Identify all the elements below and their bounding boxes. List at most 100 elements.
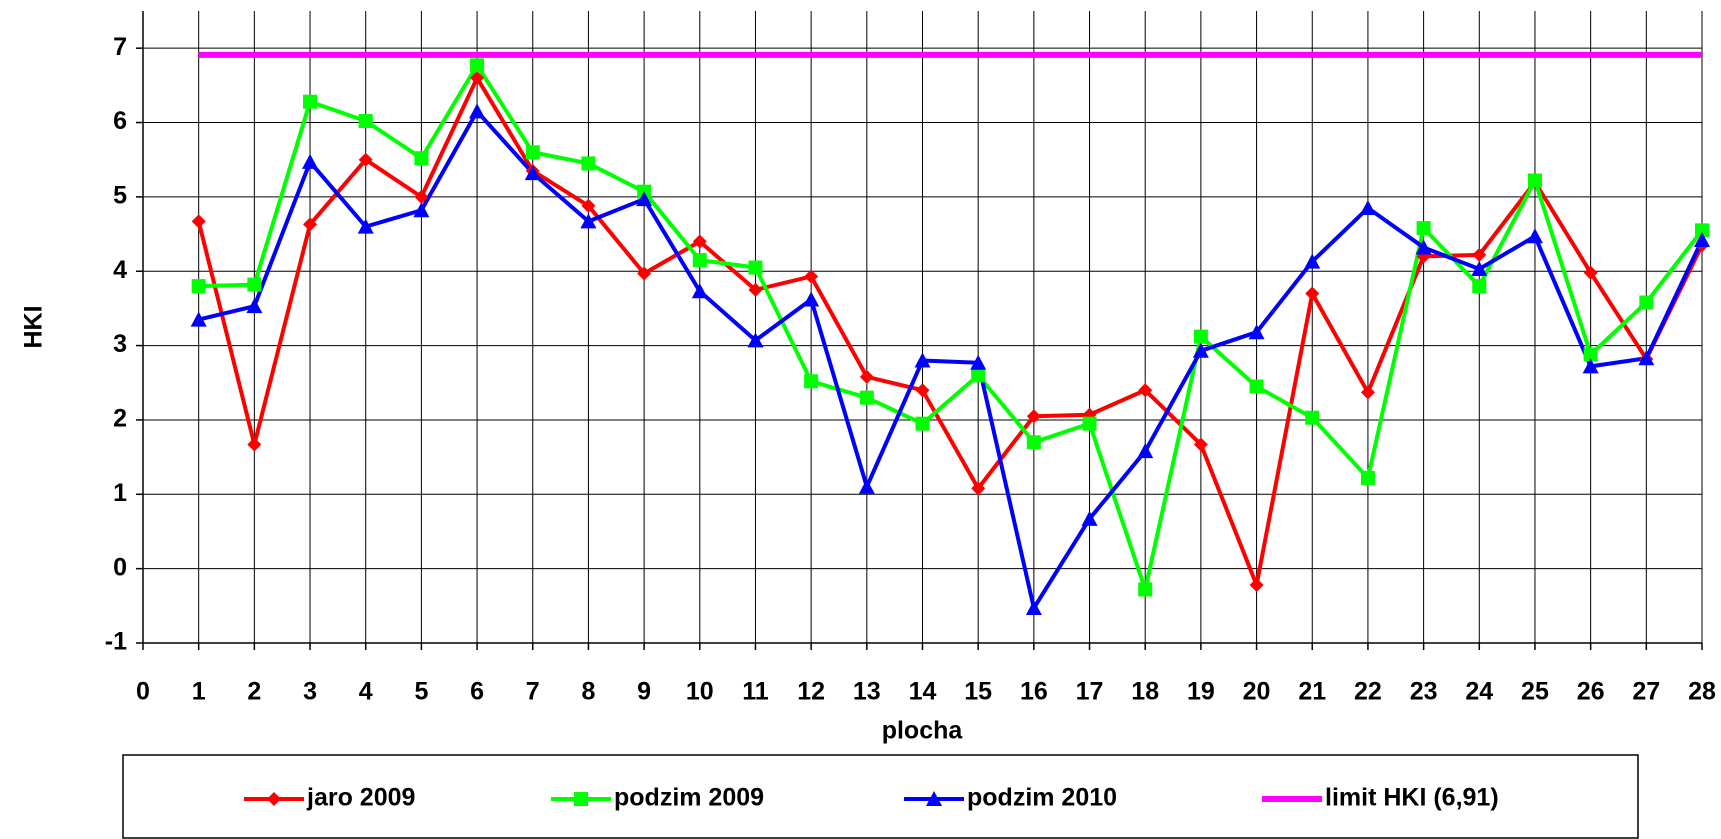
marker: [358, 114, 373, 129]
marker: [1305, 286, 1320, 301]
x-tick-label: 0: [136, 678, 150, 706]
marker: [525, 145, 540, 160]
y-tick-label: 3: [113, 330, 127, 358]
x-tick-label: 19: [1187, 678, 1215, 706]
marker: [1416, 221, 1431, 236]
marker: [1583, 347, 1598, 362]
x-tick-label: 27: [1632, 678, 1660, 706]
marker: [581, 198, 596, 213]
x-tick-label: 21: [1298, 678, 1326, 706]
y-tick-label: 2: [113, 405, 127, 433]
marker: [303, 94, 318, 109]
marker: [580, 213, 597, 229]
legend-label: jaro 2009: [306, 784, 415, 812]
x-tick-label: 4: [359, 678, 373, 706]
x-tick-label: 17: [1076, 678, 1104, 706]
marker: [247, 277, 262, 292]
x-tick-label: 24: [1465, 678, 1493, 706]
marker: [1193, 329, 1208, 344]
marker: [1249, 578, 1264, 593]
marker: [1639, 295, 1654, 310]
x-tick-label: 28: [1688, 678, 1716, 706]
x-tick-label: 25: [1521, 678, 1549, 706]
x-tick-label: 6: [470, 678, 484, 706]
marker: [971, 481, 986, 496]
x-tick-label: 23: [1410, 678, 1438, 706]
marker: [691, 283, 708, 299]
legend-label: podzim 2009: [614, 784, 764, 812]
marker: [859, 369, 874, 384]
marker: [414, 189, 429, 204]
marker: [1192, 342, 1209, 358]
y-tick-label: -1: [105, 628, 127, 656]
marker: [1694, 232, 1710, 248]
x-tick-label: 16: [1020, 678, 1048, 706]
marker: [470, 70, 485, 85]
x-axis-label: plocha: [882, 717, 964, 745]
x-tick-label: 9: [637, 678, 651, 706]
marker: [1582, 358, 1599, 374]
y-tick-label: 4: [113, 256, 127, 284]
x-tick-label: 10: [686, 678, 714, 706]
marker: [414, 151, 429, 166]
marker: [524, 165, 541, 181]
legend-label: podzim 2010: [967, 784, 1117, 812]
marker: [190, 311, 207, 327]
marker: [636, 191, 653, 207]
marker: [1304, 253, 1321, 269]
marker: [748, 260, 763, 275]
marker: [470, 58, 485, 73]
marker: [247, 437, 262, 452]
marker: [1137, 443, 1154, 459]
marker: [1025, 600, 1042, 616]
marker: [1360, 470, 1375, 485]
y-tick-label: 1: [113, 479, 127, 507]
x-tick-label: 20: [1243, 678, 1271, 706]
x-tick-label: 3: [303, 678, 317, 706]
y-tick-label: 6: [113, 107, 127, 135]
x-tick-label: 15: [964, 678, 992, 706]
marker: [357, 218, 374, 234]
marker: [1583, 265, 1598, 280]
marker: [859, 390, 874, 405]
x-tick-label: 5: [414, 678, 428, 706]
marker: [303, 217, 318, 232]
marker: [858, 478, 875, 494]
series-line: [198, 109, 1704, 611]
marker: [1138, 383, 1153, 398]
legend-marker: [267, 792, 281, 806]
x-tick-label: 7: [526, 678, 540, 706]
marker: [581, 156, 596, 171]
marker: [692, 253, 707, 268]
x-tick-label: 8: [581, 678, 595, 706]
x-tick-label: 11: [742, 678, 769, 706]
marker: [191, 214, 206, 229]
marker: [302, 153, 319, 169]
marker: [804, 269, 819, 284]
marker: [1193, 437, 1208, 452]
marker: [915, 383, 930, 398]
y-tick-label: 5: [113, 181, 127, 209]
marker: [246, 298, 263, 314]
marker: [637, 266, 652, 281]
marker: [1248, 324, 1265, 340]
marker: [469, 103, 486, 119]
x-tick-label: 13: [853, 678, 881, 706]
marker: [804, 374, 819, 389]
x-tick-label: 26: [1577, 678, 1605, 706]
marker: [358, 152, 373, 167]
marker: [914, 352, 931, 368]
marker: [692, 234, 707, 249]
legend-marker: [926, 791, 942, 806]
legend-label: limit HKI (6,91): [1325, 784, 1499, 812]
marker: [1472, 247, 1487, 262]
x-tick-label: 2: [247, 678, 261, 706]
marker: [1527, 173, 1542, 188]
legend-marker: [574, 792, 588, 806]
marker: [413, 202, 430, 218]
marker: [971, 368, 986, 383]
marker: [1081, 510, 1098, 526]
y-tick-label: 0: [113, 553, 127, 581]
marker: [747, 332, 764, 348]
